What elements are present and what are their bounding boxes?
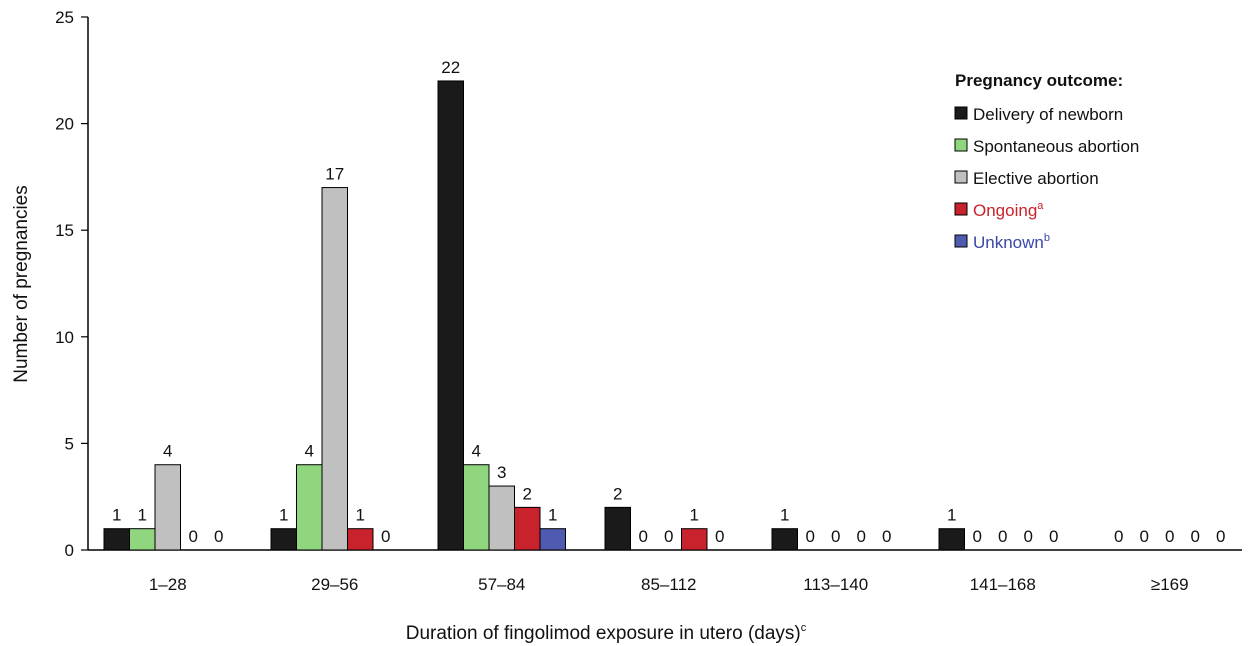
data-label: 0	[857, 527, 866, 546]
data-label: 2	[613, 484, 622, 503]
legend-swatch	[954, 106, 968, 120]
bar	[771, 528, 798, 551]
legend-swatch	[954, 170, 968, 184]
data-label: 3	[497, 463, 506, 482]
y-tick-label: 20	[55, 115, 74, 134]
data-label: 1	[138, 506, 147, 525]
data-label: 1	[112, 506, 121, 525]
bar	[103, 528, 130, 551]
legend-item: Delivery of newborn	[973, 105, 1123, 124]
bar	[437, 80, 464, 551]
data-label: 4	[305, 442, 314, 461]
data-label: 17	[325, 165, 344, 184]
data-label: 0	[214, 527, 223, 546]
data-label: 1	[690, 506, 699, 525]
y-tick-label: 25	[55, 8, 74, 27]
data-label: 0	[639, 527, 648, 546]
legend-item-label: Delivery of newborn	[973, 105, 1123, 124]
data-label: 0	[1114, 527, 1123, 546]
data-label: 1	[548, 506, 557, 525]
data-label: 0	[381, 527, 390, 546]
x-tick-label: 85–112	[641, 575, 696, 594]
x-tick-label: 1–28	[149, 575, 187, 594]
legend-item-label: Ongoing	[973, 201, 1037, 220]
data-label: 0	[1140, 527, 1149, 546]
data-label: 0	[1191, 527, 1200, 546]
x-tick-label: 29–56	[311, 575, 358, 594]
x-tick-label: 113–140	[803, 575, 868, 594]
x-tick-label: 141–168	[970, 575, 1036, 594]
y-tick-label: 0	[65, 541, 74, 560]
data-label: 1	[356, 506, 365, 525]
bars	[103, 80, 965, 551]
legend-item-sup: b	[1044, 232, 1050, 244]
x-tick-label: 57–84	[478, 575, 525, 594]
data-label: 1	[279, 506, 288, 525]
data-label: 22	[441, 58, 460, 77]
x-tick-label: ≥169	[1151, 575, 1189, 594]
bar	[347, 528, 374, 551]
legend-swatch	[954, 202, 968, 216]
legend-item-label: Elective abortion	[973, 169, 1099, 188]
x-axis-title: Duration of fingolimod exposure in utero…	[406, 622, 807, 644]
bar	[514, 506, 541, 551]
data-label: 0	[664, 527, 673, 546]
bar	[681, 528, 708, 551]
data-label: 0	[1216, 527, 1225, 546]
bar	[154, 464, 181, 551]
legend-item-label: Spontaneous abortion	[973, 137, 1139, 156]
y-tick-label: 5	[65, 434, 74, 453]
legend-item-label: Unknown	[973, 233, 1044, 252]
data-label: 0	[831, 527, 840, 546]
legend-item: Unknownb	[973, 232, 1050, 252]
bar	[270, 528, 297, 551]
bar	[129, 528, 156, 551]
data-label: 2	[523, 484, 532, 503]
data-label: 0	[973, 527, 982, 546]
bar	[463, 464, 490, 551]
bar	[604, 506, 631, 551]
x-axis-title-text: Duration of fingolimod exposure in utero…	[406, 623, 801, 644]
y-tick-label: 15	[55, 221, 74, 240]
legend-item: Elective abortion	[973, 169, 1099, 188]
y-tick-label: 10	[55, 328, 74, 347]
bar	[488, 485, 515, 551]
legend-swatch	[954, 234, 968, 248]
y-axis-title: Number of pregnancies	[11, 185, 32, 383]
bar	[296, 464, 323, 551]
bar	[539, 528, 566, 551]
bar	[321, 187, 348, 551]
legend-item: Spontaneous abortion	[973, 137, 1139, 156]
legend-title: Pregnancy outcome:	[955, 71, 1123, 90]
data-label: 0	[998, 527, 1007, 546]
data-label: 1	[947, 506, 956, 525]
legend: Pregnancy outcome: Delivery of newborn Spo…	[954, 71, 1139, 252]
data-label: 1	[780, 506, 789, 525]
data-label: 4	[163, 442, 172, 461]
data-label: 0	[882, 527, 891, 546]
legend-swatch	[954, 138, 968, 152]
data-label: 0	[1024, 527, 1033, 546]
x-axis-title-sup: c	[801, 622, 807, 634]
data-label: 0	[1165, 527, 1174, 546]
data-label: 4	[472, 442, 481, 461]
legend-item: Ongoinga	[973, 200, 1044, 220]
data-label: 0	[1049, 527, 1058, 546]
data-label: 0	[806, 527, 815, 546]
data-label: 0	[715, 527, 724, 546]
data-label: 0	[189, 527, 198, 546]
bar	[938, 528, 965, 551]
legend-item-sup: a	[1037, 200, 1044, 212]
